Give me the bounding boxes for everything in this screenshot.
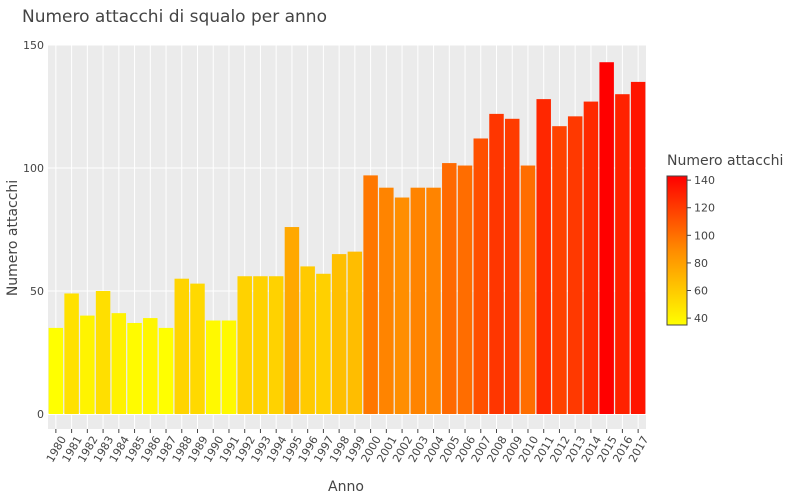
- bar-1994: [268, 276, 284, 414]
- bar-2016: [615, 94, 630, 414]
- x-axis-title: Anno: [328, 479, 364, 494]
- bar-2009: [504, 118, 520, 415]
- plot-area: [48, 44, 646, 429]
- y-tick-label: 50: [30, 285, 44, 298]
- color-legend: Numero attacchi 40 60 80 100 120 140: [666, 153, 783, 326]
- bar-1990: [205, 320, 221, 414]
- bar-1991: [221, 320, 237, 414]
- y-axis: 0 50 100 150: [23, 39, 44, 421]
- bar-2003: [410, 187, 426, 414]
- colorbar: [666, 175, 688, 326]
- bar-1982: [80, 315, 95, 414]
- legend-tick-label: 80: [694, 257, 708, 270]
- bar-1984: [111, 313, 127, 414]
- y-tick-label: 0: [37, 408, 44, 421]
- bar-1986: [143, 318, 158, 414]
- bar-2010: [520, 165, 536, 414]
- bar-2001: [379, 187, 394, 414]
- bar-2012: [552, 126, 567, 415]
- legend-tick-label: 60: [694, 285, 708, 298]
- bar-1988: [174, 278, 190, 414]
- legend-tick-label: 120: [694, 202, 715, 215]
- y-axis-title: Numero attacchi: [5, 180, 21, 296]
- bar-2007: [473, 138, 489, 415]
- bar-2008: [489, 113, 504, 414]
- legend-tick-label: 140: [694, 174, 715, 187]
- bar-2015: [599, 62, 614, 414]
- bar-1987: [158, 327, 174, 414]
- y-tick-label: 100: [23, 162, 44, 175]
- bar-1980: [48, 327, 64, 414]
- bar-2005: [442, 163, 457, 414]
- bar-2006: [457, 165, 473, 414]
- bar-1997: [316, 273, 331, 414]
- bar-2011: [536, 99, 551, 415]
- chart-title: Numero attacchi di squalo per anno: [22, 7, 327, 27]
- bar-1981: [64, 293, 79, 414]
- bar-1998: [331, 254, 347, 414]
- y-tick-label: 150: [23, 39, 44, 52]
- legend-tick-label: 100: [694, 229, 715, 242]
- legend-tick-label: 40: [694, 312, 708, 325]
- bar-2013: [567, 116, 583, 414]
- bar-2014: [583, 101, 599, 414]
- bar-1992: [237, 276, 252, 414]
- bar-1993: [253, 276, 268, 414]
- bar-2004: [426, 187, 441, 414]
- x-axis: 1980198119821983198419851986198719881989…: [44, 429, 651, 465]
- bar-1989: [190, 283, 205, 414]
- bar-2002: [394, 197, 410, 414]
- bar-1996: [300, 266, 315, 414]
- bar-1983: [95, 291, 111, 414]
- bar-1999: [347, 251, 363, 414]
- bar-1995: [284, 227, 300, 414]
- legend-title: Numero attacchi: [667, 153, 783, 169]
- bar-1985: [127, 322, 142, 414]
- bar-2000: [363, 175, 378, 414]
- bar-2017: [630, 81, 646, 415]
